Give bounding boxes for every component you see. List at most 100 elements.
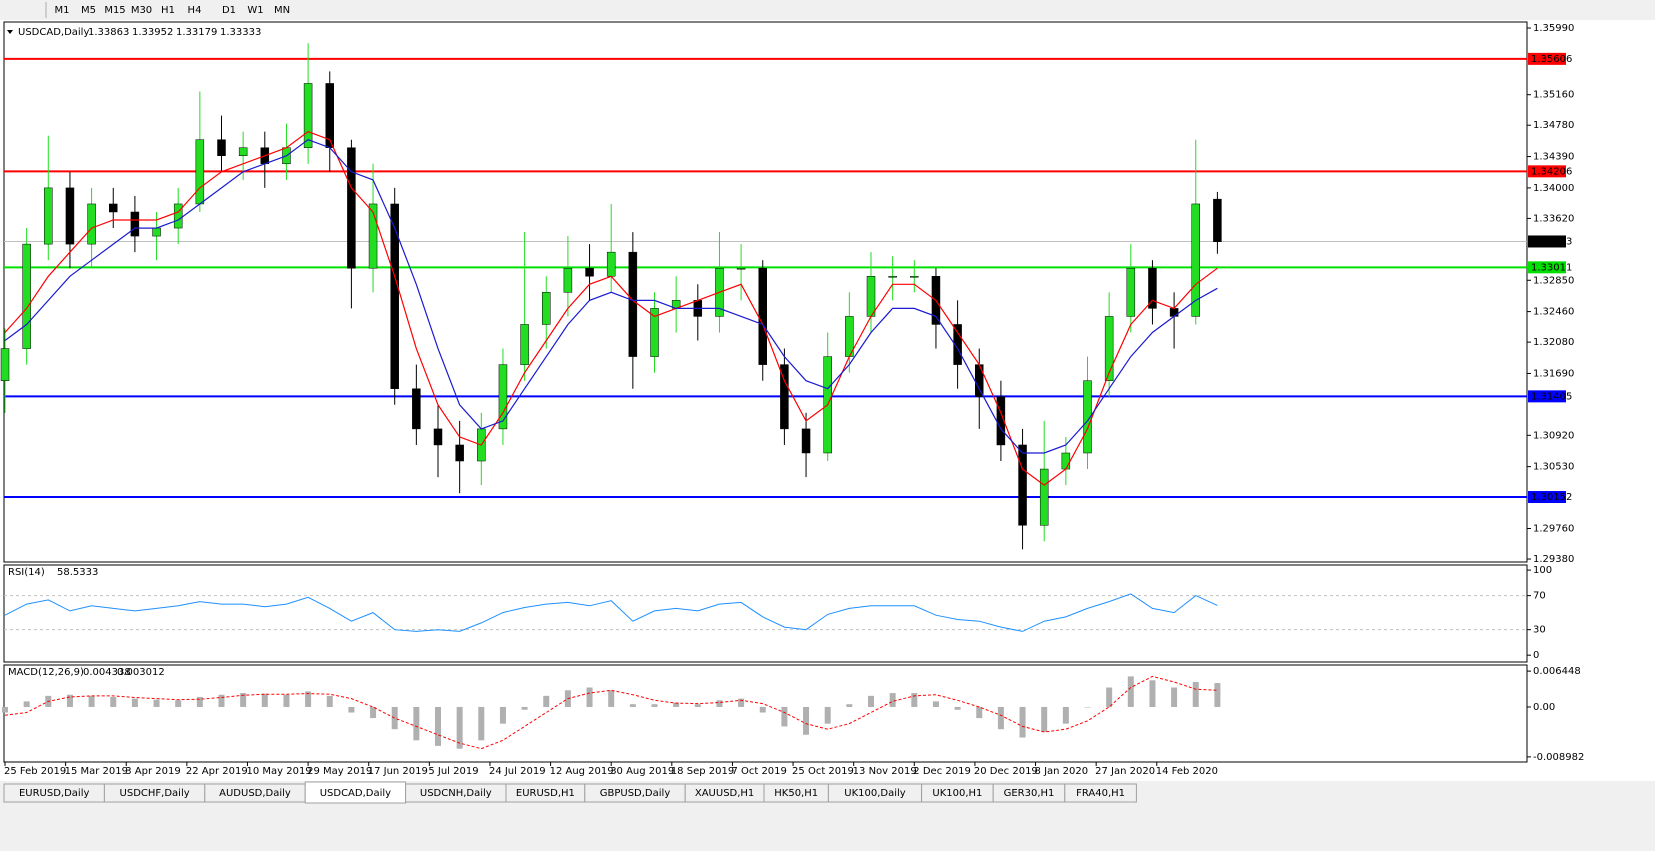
macd-bar <box>1127 676 1134 707</box>
chart-tab-label[interactable]: USDCHF,Daily <box>120 788 190 799</box>
candle-body <box>888 276 897 278</box>
macd-bar <box>499 706 506 724</box>
candle-body <box>65 187 75 245</box>
macd-bar <box>738 698 745 707</box>
y-tick-label: 1.29380 <box>1533 554 1574 565</box>
timeframe-button[interactable]: H1 <box>161 5 175 16</box>
x-tick-label: 17 Jun 2019 <box>368 766 428 777</box>
x-tick-label: 25 Oct 2019 <box>792 766 854 777</box>
macd-bar <box>716 700 723 707</box>
macd-bar <box>759 706 766 713</box>
level-label: 1.34206 <box>1531 166 1572 177</box>
y-tick-label: 1.35990 <box>1533 23 1574 34</box>
chart-tab-label[interactable]: UK100,Daily <box>844 788 906 799</box>
chart-tab-label[interactable]: USDCNH,Daily <box>420 788 492 799</box>
macd-bar <box>261 693 268 707</box>
chart-tab-label[interactable]: GER30,H1 <box>1004 788 1055 799</box>
y-tick-label: 1.32460 <box>1533 307 1574 318</box>
timeframe-button[interactable]: W1 <box>247 5 263 16</box>
timeframe-button[interactable]: M5 <box>81 5 96 16</box>
y-tick-label: 1.34000 <box>1533 183 1574 194</box>
x-tick-label: 27 Jan 2020 <box>1095 766 1155 777</box>
candle-body <box>758 267 767 365</box>
timeframe-button[interactable]: H4 <box>188 5 202 16</box>
candle-body <box>433 428 443 446</box>
x-tick-label: 22 Apr 2019 <box>186 766 248 777</box>
candle-body <box>585 267 594 277</box>
x-tick-label: 15 Mar 2019 <box>65 766 128 777</box>
chart-tab[interactable] <box>1064 783 1137 803</box>
chart-tab-label[interactable]: AUDUSD,Daily <box>219 788 291 799</box>
chart-tab-label[interactable]: USDCAD,Daily <box>320 788 391 799</box>
timeframe-button[interactable]: M1 <box>55 5 70 16</box>
chart-tab-label[interactable]: XAUUSD,H1 <box>695 788 754 799</box>
macd-bar <box>846 704 853 707</box>
chart-tab-label[interactable]: GBPUSD,Daily <box>600 788 671 799</box>
macd-bar <box>1084 706 1091 708</box>
rsi-value: 58.5333 <box>57 567 98 578</box>
macd-bar <box>1019 706 1026 738</box>
candle-body <box>953 324 962 365</box>
level-label-box <box>1528 261 1566 274</box>
current-price-box <box>1528 235 1566 248</box>
level-label: 1.30152 <box>1531 492 1572 503</box>
macd-bar <box>1192 681 1199 707</box>
level-label: 1.31405 <box>1531 391 1572 402</box>
level-label-box <box>1528 52 1566 65</box>
candle-body <box>780 364 789 430</box>
candle-body <box>736 267 746 270</box>
x-tick-label: 7 Oct 2019 <box>731 766 786 777</box>
x-tick-label: 12 Aug 2019 <box>550 766 614 777</box>
chart-tab-label[interactable]: EURUSD,Daily <box>19 788 90 799</box>
candle-body <box>1148 267 1157 309</box>
macd-bar <box>435 706 441 746</box>
macd-bar <box>110 696 117 707</box>
macd-bar <box>868 695 874 707</box>
macd-bar <box>976 706 983 719</box>
y-tick-label: 70 <box>1533 591 1546 602</box>
candle-body <box>1039 468 1049 526</box>
header-arrow <box>7 30 13 34</box>
candle-body <box>368 203 378 269</box>
candle-body <box>303 83 313 148</box>
timeframe-button[interactable]: M15 <box>104 5 125 16</box>
chart-tab-label[interactable]: EURUSD,H1 <box>516 788 575 799</box>
y-tick-label: 0.00 <box>1533 702 1555 713</box>
timeframe-button[interactable]: D1 <box>222 5 236 16</box>
y-tick-label: 1.34780 <box>1533 120 1574 131</box>
macd-bar <box>305 691 312 707</box>
macd-bar <box>1214 683 1221 707</box>
price-panel <box>3 21 1528 563</box>
quote-value: 1.33952 <box>132 27 173 38</box>
chart-tab-label[interactable]: HK50,H1 <box>774 788 818 799</box>
candle-body <box>910 276 919 278</box>
x-tick-label: 30 Aug 2019 <box>610 766 674 777</box>
macd-bar <box>629 704 636 707</box>
chart-tab-label[interactable]: FRA40,H1 <box>1076 788 1125 799</box>
macd-bar <box>326 695 333 707</box>
macd-label: MACD(12,26,9) <box>8 667 84 678</box>
timeframe-button[interactable]: M30 <box>131 5 152 16</box>
macd-bar <box>175 700 182 707</box>
macd-bar <box>954 706 961 710</box>
level-label-box <box>1528 491 1566 504</box>
chart-tab-label[interactable]: UK100,H1 <box>932 788 982 799</box>
timeframe-button[interactable]: MN <box>274 5 290 16</box>
x-tick-label: 13 Nov 2019 <box>853 766 917 777</box>
x-tick-label: 8 Jan 2020 <box>1035 766 1089 777</box>
candle-body <box>0 348 10 381</box>
macd-bar <box>694 704 701 707</box>
candle-body <box>1018 444 1027 526</box>
candle-body <box>1061 452 1071 470</box>
y-tick-label: 0 <box>1533 650 1539 661</box>
x-tick-label: 3 Apr 2019 <box>125 766 180 777</box>
macd-bar <box>889 693 896 707</box>
candle-body <box>498 364 508 430</box>
quote-value: 1.33333 <box>220 27 261 38</box>
macd-bar <box>781 706 788 727</box>
macd-signal <box>4 675 1218 750</box>
candle-body <box>1169 308 1179 317</box>
quote-value: 1.33863 <box>88 27 129 38</box>
